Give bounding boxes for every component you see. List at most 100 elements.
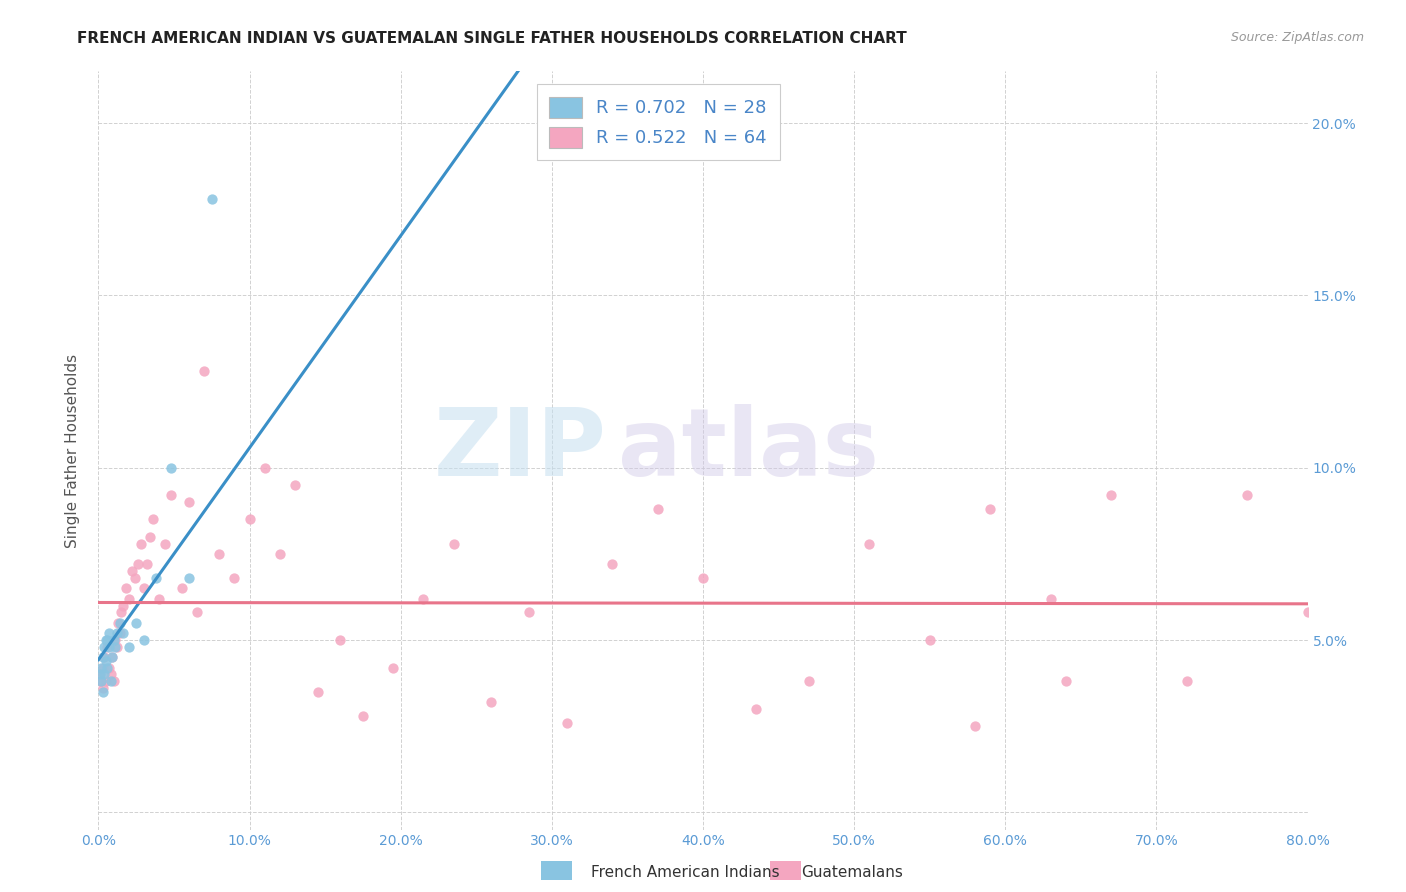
Point	[98, 640, 121, 654]
Point	[108, 626, 131, 640]
Point	[91, 681, 114, 696]
Point	[101, 650, 124, 665]
Point	[93, 650, 115, 665]
Point	[132, 633, 155, 648]
Point	[224, 571, 246, 585]
Point	[104, 633, 127, 648]
Point	[160, 488, 183, 502]
Point	[979, 502, 1001, 516]
Point	[105, 640, 128, 654]
Point	[103, 633, 125, 648]
Point	[98, 660, 121, 674]
Point	[201, 192, 224, 206]
Point	[103, 674, 125, 689]
Point	[101, 650, 124, 665]
Point	[186, 606, 208, 620]
Point	[692, 571, 714, 585]
Point	[160, 460, 183, 475]
Point	[517, 606, 540, 620]
Point	[145, 571, 167, 585]
Point	[96, 640, 118, 654]
Point	[107, 615, 129, 630]
Point	[94, 633, 117, 648]
Point	[89, 667, 111, 681]
Point	[127, 557, 149, 572]
Point	[602, 557, 624, 572]
Point	[90, 674, 112, 689]
Legend: R = 0.702   N = 28, R = 0.522   N = 64: R = 0.702 N = 28, R = 0.522 N = 64	[537, 84, 779, 161]
Point	[443, 536, 465, 550]
Point	[412, 591, 434, 606]
Point	[1054, 674, 1077, 689]
Point	[1236, 488, 1258, 502]
Point	[142, 512, 165, 526]
Point	[170, 582, 193, 596]
Point	[105, 626, 128, 640]
Point	[90, 674, 112, 689]
Point	[96, 660, 118, 674]
Point	[153, 536, 176, 550]
Point	[98, 626, 121, 640]
Text: ZIP: ZIP	[433, 404, 606, 497]
Point	[111, 626, 134, 640]
Point	[284, 478, 307, 492]
Text: atlas: atlas	[619, 404, 879, 497]
Point	[555, 715, 578, 730]
Point	[111, 599, 134, 613]
Point	[132, 582, 155, 596]
Point	[352, 708, 374, 723]
Point	[93, 667, 115, 681]
Point	[745, 702, 768, 716]
Point	[108, 615, 131, 630]
Point	[93, 640, 115, 654]
Point	[1175, 674, 1198, 689]
Point	[100, 667, 122, 681]
Point	[179, 495, 201, 509]
Point	[1039, 591, 1062, 606]
Point	[90, 660, 112, 674]
Point	[96, 633, 118, 648]
Point	[382, 660, 405, 674]
Point	[129, 536, 152, 550]
Text: French American Indians: French American Indians	[591, 865, 779, 880]
Point	[91, 650, 114, 665]
Point	[533, 99, 555, 113]
Point	[94, 674, 117, 689]
Point	[135, 557, 157, 572]
Point	[965, 719, 987, 733]
Point	[104, 640, 127, 654]
Point	[114, 582, 136, 596]
Point	[797, 674, 820, 689]
Point	[179, 571, 201, 585]
Point	[269, 547, 291, 561]
Point	[121, 564, 143, 578]
Point	[253, 460, 276, 475]
Point	[208, 547, 231, 561]
Point	[148, 591, 170, 606]
Point	[89, 667, 111, 681]
Y-axis label: Single Father Households: Single Father Households	[65, 353, 80, 548]
Point	[239, 512, 262, 526]
Point	[307, 684, 329, 698]
Point	[124, 571, 146, 585]
Point	[139, 530, 162, 544]
Point	[100, 674, 122, 689]
Point	[91, 660, 114, 674]
Point	[193, 364, 215, 378]
Text: Guatemalans: Guatemalans	[801, 865, 903, 880]
Point	[329, 633, 352, 648]
Point	[110, 606, 132, 620]
Point	[125, 615, 148, 630]
Point	[1099, 488, 1122, 502]
Point	[118, 640, 141, 654]
Point	[918, 633, 941, 648]
Text: Source: ZipAtlas.com: Source: ZipAtlas.com	[1230, 31, 1364, 45]
Point	[118, 591, 141, 606]
Point	[91, 684, 114, 698]
Point	[94, 654, 117, 668]
Point	[858, 536, 880, 550]
Point	[1296, 606, 1319, 620]
Point	[647, 502, 669, 516]
Text: FRENCH AMERICAN INDIAN VS GUATEMALAN SINGLE FATHER HOUSEHOLDS CORRELATION CHART: FRENCH AMERICAN INDIAN VS GUATEMALAN SIN…	[77, 31, 907, 46]
Point	[481, 695, 503, 709]
